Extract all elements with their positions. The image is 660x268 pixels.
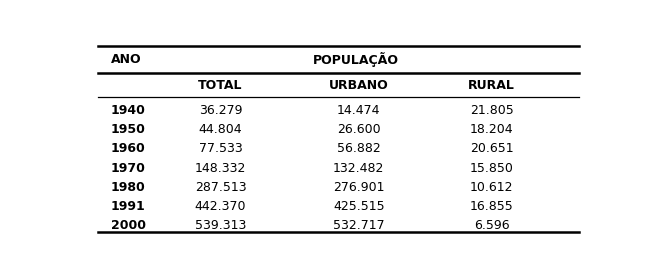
Text: 539.313: 539.313 <box>195 219 246 232</box>
Text: 56.882: 56.882 <box>337 143 381 155</box>
Text: 1940: 1940 <box>111 104 145 117</box>
Text: 2000: 2000 <box>111 219 146 232</box>
Text: POPULAÇÃO: POPULAÇÃO <box>313 52 399 67</box>
Text: 425.515: 425.515 <box>333 200 385 213</box>
Text: 21.805: 21.805 <box>470 104 513 117</box>
Text: ANO: ANO <box>111 53 141 66</box>
Text: 1980: 1980 <box>111 181 145 194</box>
Text: 1950: 1950 <box>111 123 145 136</box>
Text: TOTAL: TOTAL <box>199 79 243 92</box>
Text: 287.513: 287.513 <box>195 181 246 194</box>
Text: 10.612: 10.612 <box>470 181 513 194</box>
Text: 6.596: 6.596 <box>474 219 510 232</box>
Text: 26.600: 26.600 <box>337 123 381 136</box>
Text: 77.533: 77.533 <box>199 143 242 155</box>
Text: 44.804: 44.804 <box>199 123 242 136</box>
Text: 132.482: 132.482 <box>333 162 384 175</box>
Text: 148.332: 148.332 <box>195 162 246 175</box>
Text: 1970: 1970 <box>111 162 145 175</box>
Text: URBANO: URBANO <box>329 79 389 92</box>
Text: 15.850: 15.850 <box>470 162 513 175</box>
Text: 442.370: 442.370 <box>195 200 246 213</box>
Text: 1991: 1991 <box>111 200 145 213</box>
Text: 36.279: 36.279 <box>199 104 242 117</box>
Text: 18.204: 18.204 <box>470 123 513 136</box>
Text: 276.901: 276.901 <box>333 181 385 194</box>
Text: 532.717: 532.717 <box>333 219 385 232</box>
Text: 1960: 1960 <box>111 143 145 155</box>
Text: 20.651: 20.651 <box>470 143 513 155</box>
Text: 14.474: 14.474 <box>337 104 380 117</box>
Text: RURAL: RURAL <box>468 79 515 92</box>
Text: 16.855: 16.855 <box>470 200 513 213</box>
